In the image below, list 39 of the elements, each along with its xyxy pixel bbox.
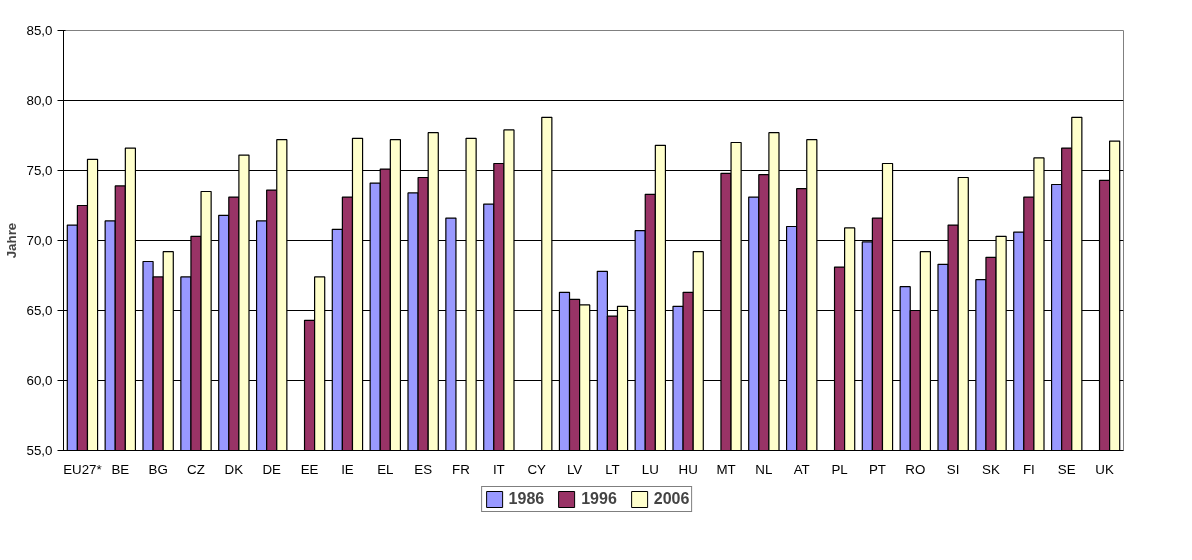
x-tick-label: EL xyxy=(377,461,394,477)
legend-label: 1986 xyxy=(508,490,545,508)
x-tick-label: UK xyxy=(1095,461,1114,477)
x-tick-label: DE xyxy=(262,461,282,477)
x-tick-label: BG xyxy=(148,461,168,477)
x-tick-label: IT xyxy=(492,461,505,477)
y-tick-label: 55,0 xyxy=(26,443,53,458)
x-tick-label: CZ xyxy=(187,461,205,477)
x-tick-label: DK xyxy=(224,461,244,477)
y-tick-label: 75,0 xyxy=(26,163,53,178)
y-axis-title: Jahre xyxy=(3,222,19,259)
x-tick-label: MT xyxy=(716,461,736,477)
x-tick-label: RO xyxy=(905,461,926,477)
legend-label: 1996 xyxy=(581,490,617,508)
x-tick-label: PT xyxy=(868,461,886,477)
y-tick-label: 80,0 xyxy=(26,93,53,108)
x-tick-label: LU xyxy=(641,461,659,477)
x-tick-label: FR xyxy=(452,461,470,477)
x-tick-label: SI xyxy=(946,461,960,477)
y-tick-label: 70,0 xyxy=(26,233,53,248)
y-tick-label: 85,0 xyxy=(26,23,53,38)
x-tick-label: LT xyxy=(605,461,620,477)
y-tick-label: 60,0 xyxy=(26,373,53,388)
x-tick-label: PL xyxy=(831,461,848,477)
y-tick-label: 65,0 xyxy=(26,303,53,318)
x-tick-label: EU27* xyxy=(63,461,102,477)
x-tick-label: AT xyxy=(793,461,810,477)
x-tick-label: FI xyxy=(1022,461,1035,477)
x-tick-label: NL xyxy=(755,461,773,477)
legend-label: 2006 xyxy=(653,490,690,508)
x-tick-label: IE xyxy=(341,461,354,477)
x-tick-label: LV xyxy=(566,461,583,477)
x-tick-label: HU xyxy=(678,461,698,477)
x-tick-label: EE xyxy=(300,461,319,477)
x-tick-label: CY xyxy=(527,461,547,477)
x-tick-label: ES xyxy=(414,461,433,477)
x-tick-label: BE xyxy=(111,461,130,477)
x-tick-label: SE xyxy=(1057,461,1076,477)
x-tick-label: SK xyxy=(982,461,1000,477)
